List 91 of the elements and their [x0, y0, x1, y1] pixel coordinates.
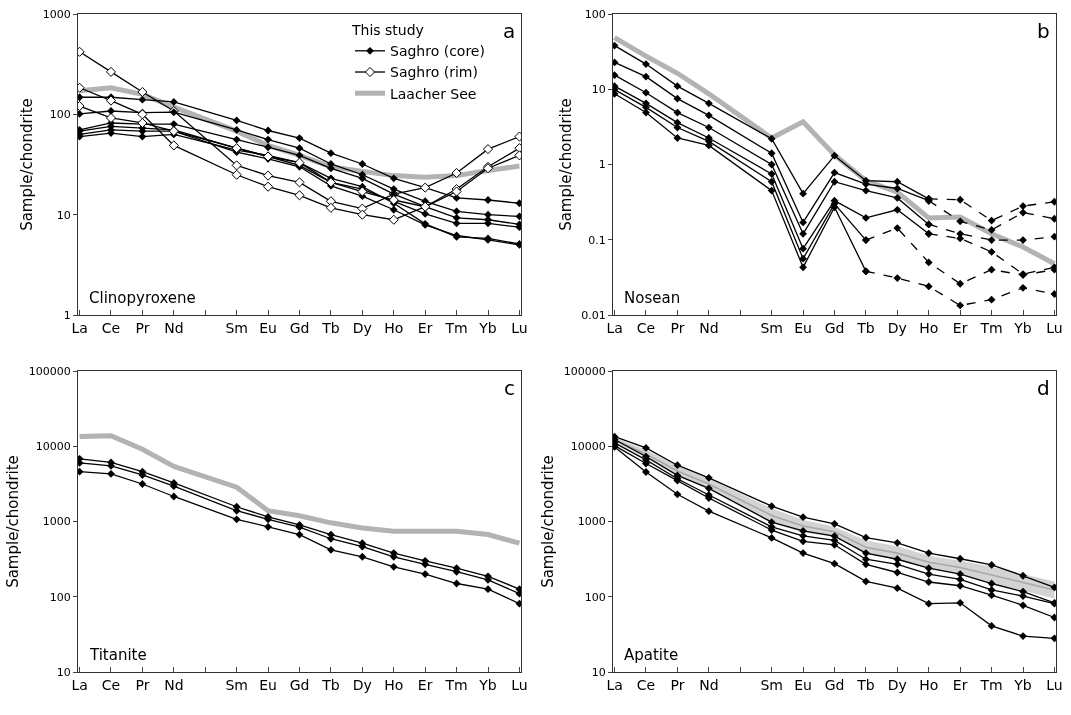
x-tick-label: Er — [952, 676, 968, 693]
x-tick-label: Ho — [384, 676, 404, 693]
x-tick-label: La — [606, 319, 623, 336]
x-tick-label: Lu — [1046, 319, 1063, 336]
x-tick-label: Lu — [511, 676, 528, 693]
x-tick-label: Er — [952, 319, 968, 336]
y-tick-label: 0.1 — [588, 233, 606, 247]
y-tick-label: 100 — [49, 590, 71, 604]
y-tick-label: 100000 — [28, 364, 71, 378]
x-tick-label: Pr — [135, 676, 150, 693]
x-tick-label: Ce — [101, 319, 121, 336]
x-tick-label: Er — [417, 676, 433, 693]
annotation: Apatite — [624, 646, 679, 664]
y-tick-label: 10000 — [35, 440, 71, 454]
x-tick-label: Gd — [289, 676, 310, 693]
x-tick-label: Tm — [444, 676, 468, 693]
x-tick-label: Ce — [101, 676, 121, 693]
x-tick-label: Tm — [979, 676, 1003, 693]
y-axis-title: Sample/chondrite — [4, 455, 23, 588]
annotation: Titanite — [89, 646, 147, 664]
x-tick-label: Nd — [699, 319, 719, 336]
y-tick-label: 10 — [56, 665, 71, 679]
x-tick-label: La — [71, 319, 88, 336]
x-tick-label: Dy — [352, 676, 372, 693]
x-tick-label: Tb — [321, 676, 340, 693]
x-tick-label: Tm — [444, 319, 468, 336]
x-tick-label: Tm — [979, 319, 1003, 336]
x-tick-label: Dy — [887, 319, 907, 336]
x-tick-label: Nd — [699, 676, 719, 693]
y-axis-title: Sample/chondrite — [18, 98, 37, 231]
x-tick-label: Lu — [1046, 676, 1063, 693]
x-tick-label: Lu — [511, 319, 528, 336]
x-tick-label: Tb — [856, 319, 875, 336]
y-tick-label: 100 — [584, 7, 606, 21]
legend-title: This study — [350, 22, 424, 39]
x-tick-label: Sm — [760, 319, 783, 336]
x-tick-label: Yb — [478, 676, 497, 693]
x-tick-label: Ho — [919, 319, 939, 336]
x-tick-label: Sm — [760, 676, 783, 693]
x-tick-label: Gd — [289, 319, 310, 336]
x-tick-label: Pr — [135, 319, 150, 336]
y-axis-title: Sample/chondrite — [556, 98, 575, 231]
x-tick-label: Pr — [670, 319, 685, 336]
x-tick-label: Ce — [636, 319, 656, 336]
x-tick-label: Ho — [384, 319, 404, 336]
y-tick-label: 1000 — [577, 515, 606, 529]
y-tick-label: 10 — [56, 208, 71, 222]
x-tick-label: Eu — [259, 676, 277, 693]
annotation: d — [1037, 376, 1050, 400]
y-tick-label: 10 — [591, 83, 606, 97]
y-tick-label: 1000 — [42, 515, 71, 529]
x-tick-label: Tb — [321, 319, 340, 336]
x-tick-label: Dy — [352, 319, 372, 336]
x-tick-label: Nd — [164, 676, 184, 693]
y-tick-label: 1000 — [42, 7, 71, 21]
x-tick-label: Yb — [1013, 676, 1032, 693]
x-tick-label: Yb — [1013, 319, 1032, 336]
y-tick-label: 100 — [584, 590, 606, 604]
x-tick-label: La — [606, 676, 623, 693]
y-tick-label: 1 — [63, 308, 71, 322]
y-tick-label: 10 — [591, 665, 606, 679]
legend-label: Laacher See — [389, 85, 477, 102]
x-tick-label: Eu — [794, 676, 812, 693]
legend-label: Saghro (rim) — [389, 64, 478, 81]
legend-label: Saghro (core) — [389, 43, 485, 60]
y-tick-label: 100000 — [563, 364, 606, 378]
x-tick-label: Nd — [164, 319, 184, 336]
x-tick-label: Eu — [259, 319, 277, 336]
y-tick-label: 100 — [49, 108, 71, 122]
x-tick-label: Eu — [794, 319, 812, 336]
x-tick-label: Gd — [824, 319, 845, 336]
x-tick-label: Sm — [225, 319, 248, 336]
annotation: c — [504, 376, 515, 400]
x-tick-label: Ho — [919, 676, 939, 693]
y-tick-label: 10000 — [570, 440, 606, 454]
y-tick-label: 1 — [598, 158, 606, 172]
y-tick-label: 0.01 — [581, 308, 606, 322]
annotation: Clinopyroxene — [89, 289, 196, 307]
x-tick-label: Tb — [856, 676, 875, 693]
x-tick-label: Pr — [670, 676, 685, 693]
annotation: a — [503, 19, 516, 43]
y-axis-title: Sample/chondrite — [539, 455, 558, 588]
x-tick-label: Dy — [887, 676, 907, 693]
annotation: Nosean — [624, 289, 681, 307]
x-tick-label: Er — [417, 319, 433, 336]
x-tick-label: Yb — [478, 319, 497, 336]
x-tick-label: Gd — [824, 676, 845, 693]
x-tick-label: Sm — [225, 676, 248, 693]
x-tick-label: Ce — [636, 676, 656, 693]
annotation: b — [1037, 19, 1050, 43]
x-tick-label: La — [71, 676, 88, 693]
